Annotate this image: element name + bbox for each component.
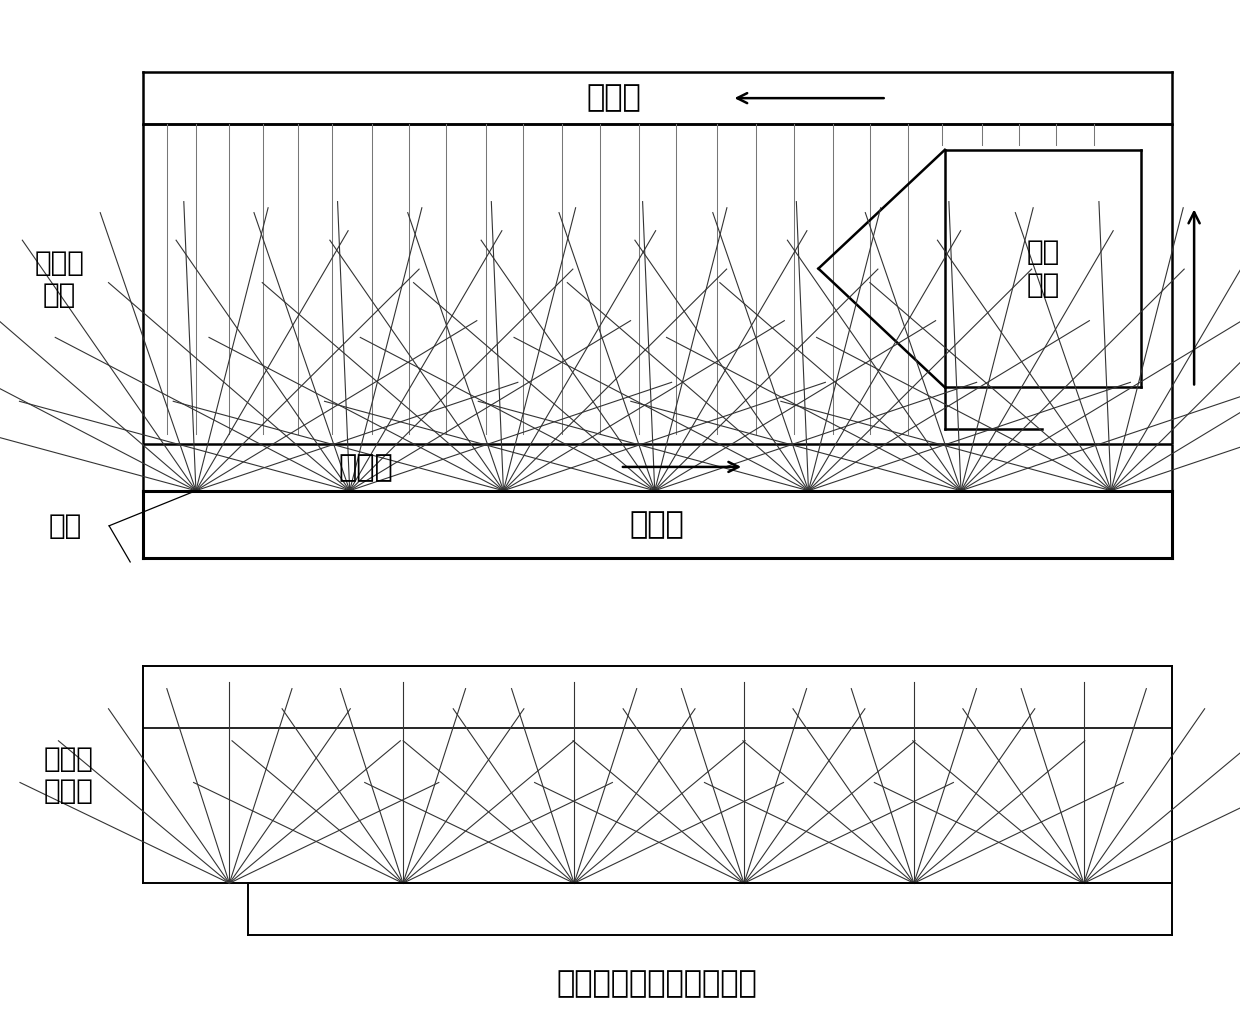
Text: 穿层孔（掩护煤巧掘进）: 穿层孔（掩护煤巧掘进） bbox=[557, 969, 758, 998]
Text: 煤层
回采: 煤层 回采 bbox=[1027, 239, 1059, 299]
Text: 顺层孔
对打: 顺层孔 对打 bbox=[35, 249, 84, 309]
Text: 钒孔: 钒孔 bbox=[50, 511, 82, 540]
Text: 回风巧: 回风巧 bbox=[587, 84, 641, 113]
Text: 进风巧
回风巧: 进风巧 回风巧 bbox=[43, 745, 93, 805]
Text: 进风巧: 进风巧 bbox=[339, 452, 393, 482]
Text: 底板巧: 底板巧 bbox=[630, 509, 684, 539]
